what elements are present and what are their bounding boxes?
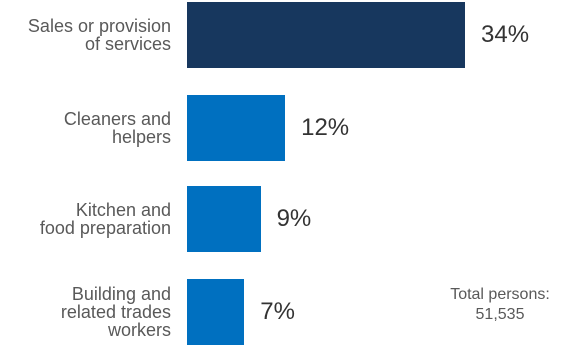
total-persons-value: 51,535 — [475, 306, 525, 323]
bar-3 — [187, 186, 261, 252]
bar-4 — [187, 279, 245, 345]
category-label-4: Building and related trades workers — [60, 284, 171, 340]
bar-1 — [187, 2, 465, 68]
category-label-2: Cleaners and helpers — [63, 109, 171, 147]
category-label-1: Sales or provision of services — [27, 16, 171, 54]
value-label-2: 12% — [301, 114, 350, 141]
total-persons-label: Total persons: — [450, 286, 550, 303]
value-label-1: 34% — [481, 21, 530, 48]
value-label-3: 9% — [276, 205, 312, 232]
bar-2 — [187, 95, 286, 161]
category-label-3: Kitchen and food preparation — [39, 200, 171, 238]
value-label-4: 7% — [260, 298, 295, 325]
total-persons-annotation: Total persons: 51,535 — [420, 285, 571, 325]
